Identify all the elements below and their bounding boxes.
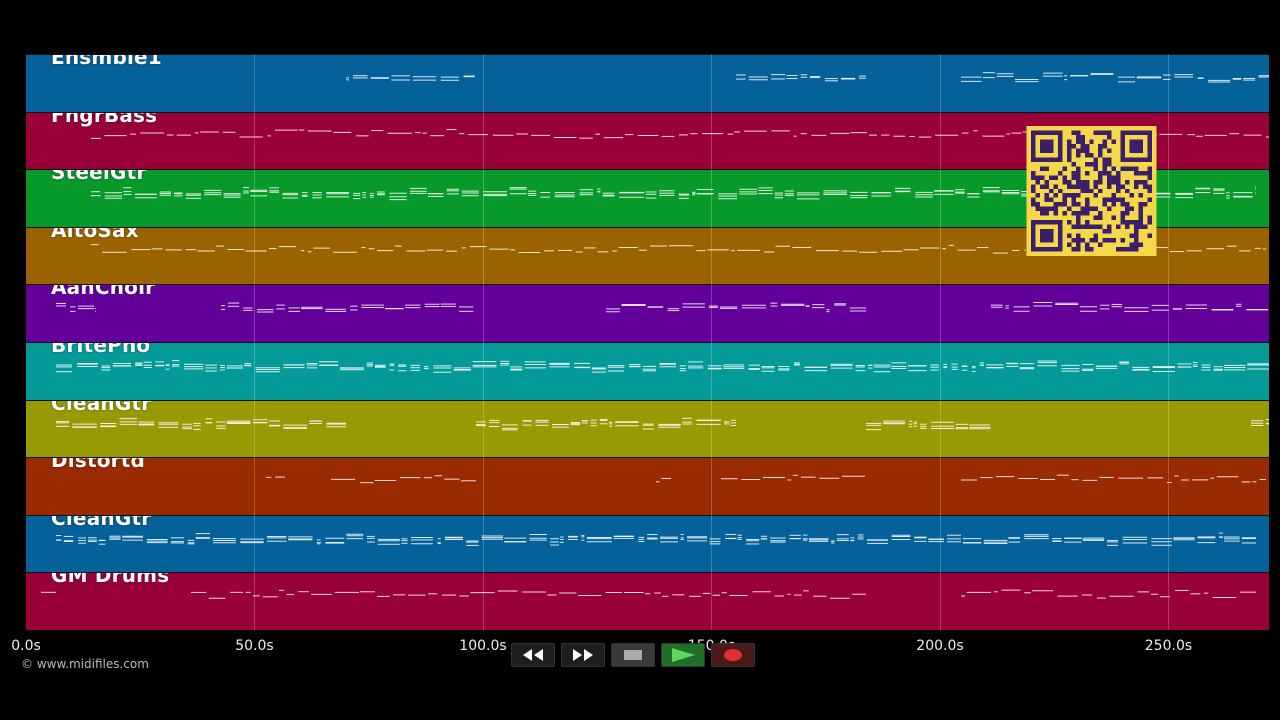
play-icon [672, 648, 695, 662]
qr-code [1026, 126, 1157, 256]
track-notes [346, 72, 1269, 83]
time-tick-label: 200.0s [916, 638, 964, 654]
transport-controls [511, 643, 755, 669]
track-notes [56, 532, 1256, 546]
time-gridline [711, 54, 713, 630]
track-name-label: Ensmble1 [51, 54, 162, 69]
track-notes [56, 302, 1269, 313]
track-name-label: BritePno [51, 342, 151, 357]
track-row[interactable]: CleanGtr [26, 514, 1269, 573]
time-tick-label: 250.0s [1144, 638, 1193, 654]
time-gridline [1168, 54, 1170, 630]
track-name-label: CleanGtr [51, 399, 152, 415]
track-row[interactable]: BritePno [26, 342, 1269, 400]
track-notes [41, 589, 1256, 600]
track-row[interactable]: AahChoir [26, 284, 1269, 342]
track-notes [56, 417, 1269, 430]
time-gridline [939, 54, 941, 630]
fast-forward-icon [573, 649, 593, 661]
stop-icon [624, 650, 642, 660]
track-row[interactable]: GM Drums [26, 572, 1269, 630]
track-notes [91, 186, 1256, 201]
time-gridline [254, 54, 256, 630]
play-button[interactable] [661, 643, 705, 667]
copyright-text: © www.midifiles.com [21, 657, 149, 671]
track-name-label: SteelGtr [51, 169, 147, 185]
track-name-label: AltoSax [51, 226, 139, 242]
track-notes [56, 360, 1269, 373]
track-name-label: CleanGtr [51, 514, 152, 530]
track-name-label: GM Drums [51, 572, 170, 588]
stop-button[interactable] [611, 643, 655, 667]
track-name-label: Distortd [51, 457, 146, 473]
track-row[interactable]: Ensmble1 [26, 54, 1269, 112]
time-gridline [482, 54, 484, 630]
track-row[interactable]: Distortd [26, 457, 1269, 515]
track-name-label: FngrBass [51, 111, 158, 127]
track-notes [91, 243, 1266, 254]
rewind-icon [523, 649, 543, 661]
track-name-label: AahChoir [51, 284, 156, 300]
rewind-button[interactable] [511, 643, 555, 667]
record-icon [724, 649, 742, 661]
fast-forward-button[interactable] [561, 643, 605, 667]
track-notes [266, 474, 1266, 484]
time-tick-label: 50.0s [235, 638, 274, 654]
track-row[interactable]: CleanGtr [26, 399, 1269, 458]
time-tick-label: 0.0s [11, 638, 41, 654]
record-button[interactable] [711, 643, 755, 667]
time-tick-label: 100.0s [459, 638, 507, 654]
